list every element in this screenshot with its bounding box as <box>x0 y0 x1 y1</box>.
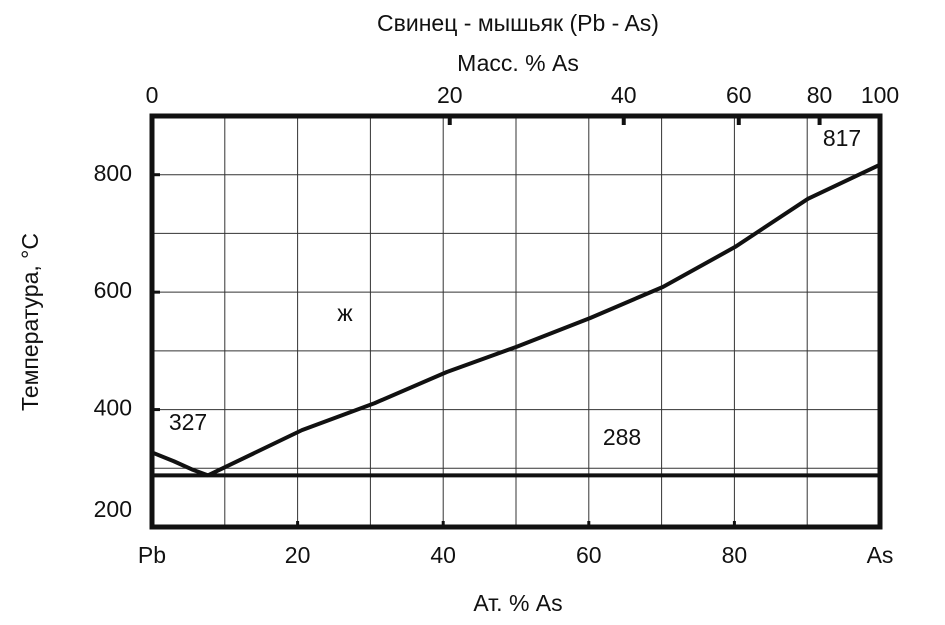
x-tick-label: Pb <box>138 542 166 568</box>
x-tick-label: 60 <box>576 542 602 568</box>
annotation: 817 <box>823 125 861 151</box>
x-tick-label: 40 <box>430 542 456 568</box>
x-tick-label: As <box>867 542 894 568</box>
y-tick-label: 800 <box>94 160 132 186</box>
x-axis-label: Ат. % As <box>473 590 562 616</box>
annotation: 288 <box>603 424 641 450</box>
top-tick-label: 20 <box>437 82 463 108</box>
top-tick-label: 60 <box>726 82 752 108</box>
top-tick-label: 80 <box>807 82 833 108</box>
plot-frame <box>149 113 883 530</box>
top-tick-label: 0 <box>146 82 159 108</box>
annotation: 327 <box>169 409 207 435</box>
chart-title: Свинец - мышьяк (Pb - As) <box>377 10 659 36</box>
x-tick-label: 20 <box>285 542 311 568</box>
top-axis-label: Масс. % As <box>457 50 579 76</box>
curve <box>151 450 209 478</box>
curve <box>207 162 881 478</box>
x-tick-label: 80 <box>722 542 748 568</box>
annotation: ж <box>337 300 353 326</box>
y-tick-label: 600 <box>94 277 132 303</box>
y-tick-label: 400 <box>94 395 132 421</box>
top-tick-label: 100 <box>861 82 899 108</box>
y-tick-label: 200 <box>94 496 132 522</box>
top-tick-label: 40 <box>611 82 637 108</box>
y-axis-label: Температура, °C <box>17 233 43 411</box>
